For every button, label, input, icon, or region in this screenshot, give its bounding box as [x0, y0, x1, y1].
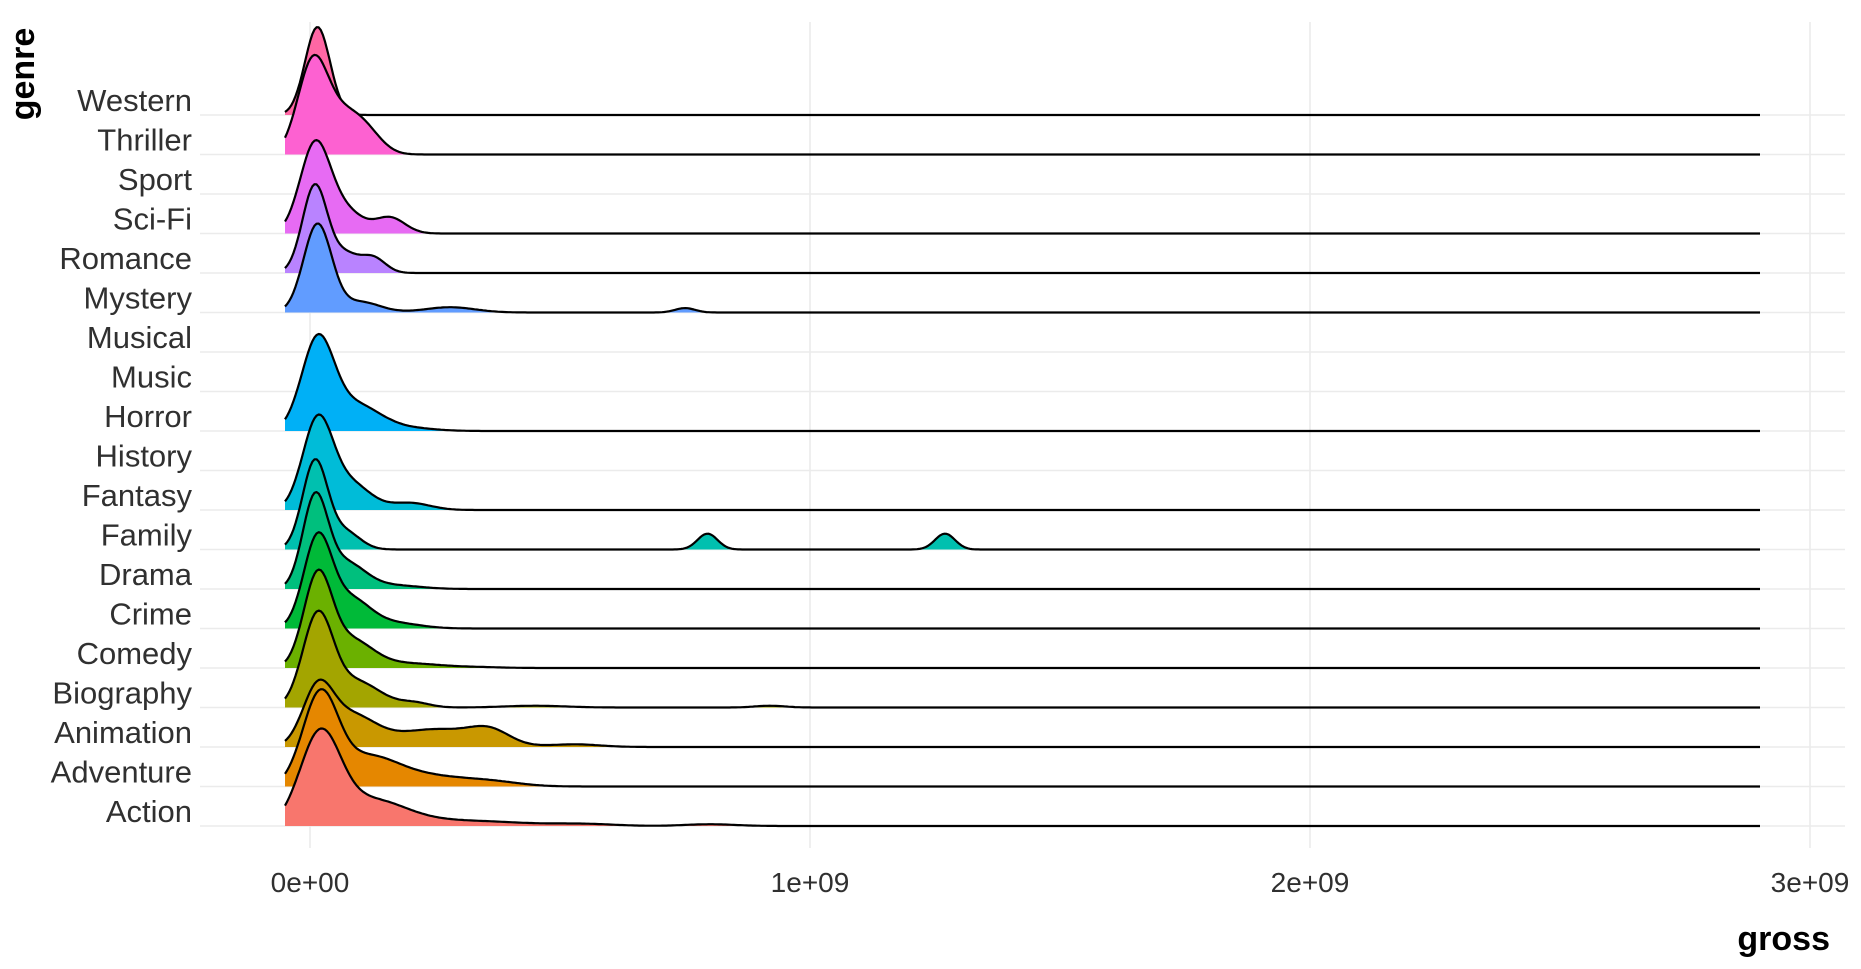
y-tick-label: Music	[111, 360, 192, 395]
y-tick-labels: Action Adventure Animation Biography Comedy C…	[51, 83, 193, 829]
ridge-fill	[285, 54, 1760, 155]
y-tick-label: Action	[106, 794, 192, 829]
ridge-outline	[283, 53, 1760, 156]
ridge-fill	[285, 532, 1760, 629]
ridge-thriller	[283, 53, 1760, 156]
ridge-outline	[284, 688, 1760, 788]
y-tick-label: Western	[77, 83, 192, 118]
ridge-outline	[284, 458, 1760, 551]
ridge-romance	[284, 183, 1760, 275]
y-tick-label: Adventure	[51, 755, 192, 790]
x-tick-label: 2e+09	[1271, 867, 1350, 898]
ridge-fantasy	[284, 413, 1760, 512]
ridge-outline	[284, 183, 1760, 275]
ridge-adventure	[284, 688, 1760, 788]
ridge-family	[284, 458, 1760, 551]
x-tick-label: 0e+00	[271, 867, 350, 898]
ridge-fill	[285, 689, 1760, 787]
ridge-outline	[284, 139, 1760, 235]
y-tick-label: Mystery	[84, 281, 193, 316]
ridge-drama	[284, 491, 1760, 591]
x-tick-label: 3e+09	[1771, 867, 1850, 898]
x-tick-label: 1e+09	[771, 867, 850, 898]
ridge-outline	[284, 678, 1760, 749]
y-tick-label: Thriller	[97, 123, 192, 158]
ridge-western	[284, 26, 1760, 117]
y-tick-label: Horror	[104, 399, 192, 434]
ridge-outline	[284, 609, 1760, 709]
ridge-mystery	[284, 222, 1760, 314]
ridge-outline	[284, 413, 1760, 512]
ridge-outline	[284, 222, 1760, 314]
y-tick-label: History	[96, 439, 193, 474]
ridge-fill	[285, 492, 1760, 589]
ridge-comedy	[284, 568, 1760, 670]
y-tick-label: Sport	[118, 162, 192, 197]
ridge-outline	[284, 531, 1760, 630]
grid-layer	[200, 22, 1845, 848]
y-tick-label: Romance	[59, 241, 192, 276]
ridge-horror	[284, 332, 1760, 433]
ridge-outline	[284, 491, 1760, 591]
ridge-fill	[285, 459, 1760, 550]
y-tick-label: Fantasy	[82, 478, 193, 513]
y-tick-label: Musical	[87, 320, 192, 355]
ridge-crime	[284, 531, 1760, 630]
y-tick-label: Crime	[109, 597, 192, 632]
y-tick-label: Comedy	[77, 636, 193, 671]
ridge-outline	[284, 332, 1760, 433]
ridge-fill	[285, 569, 1760, 668]
y-tick-label: Sci-Fi	[113, 202, 192, 237]
ridge-fill	[285, 184, 1760, 273]
ridge-fill	[285, 610, 1760, 708]
ridge-animation	[284, 678, 1760, 749]
ridge-layer	[283, 26, 1760, 828]
ridge-fill	[285, 27, 1760, 116]
ridge-outline	[284, 26, 1760, 117]
y-tick-label: Drama	[99, 557, 193, 592]
ridge-fill	[285, 334, 1760, 431]
ridge-fill	[285, 414, 1760, 510]
x-axis-title: gross	[1737, 920, 1830, 958]
ridge-fill	[285, 679, 1760, 747]
ridge-fill	[285, 223, 1760, 313]
ridge-outline	[284, 568, 1760, 670]
y-tick-label: Family	[101, 518, 193, 553]
ridge-biography	[284, 609, 1760, 709]
x-tick-labels: 0e+00 1e+09 2e+09 3e+09	[271, 867, 1850, 898]
y-tick-label: Animation	[54, 715, 192, 750]
ridge-action	[284, 727, 1760, 828]
y-axis-title: genre	[4, 28, 42, 121]
ridge-outline	[284, 727, 1760, 828]
ridge-sci-fi	[284, 139, 1760, 235]
y-tick-label: Biography	[52, 676, 192, 711]
